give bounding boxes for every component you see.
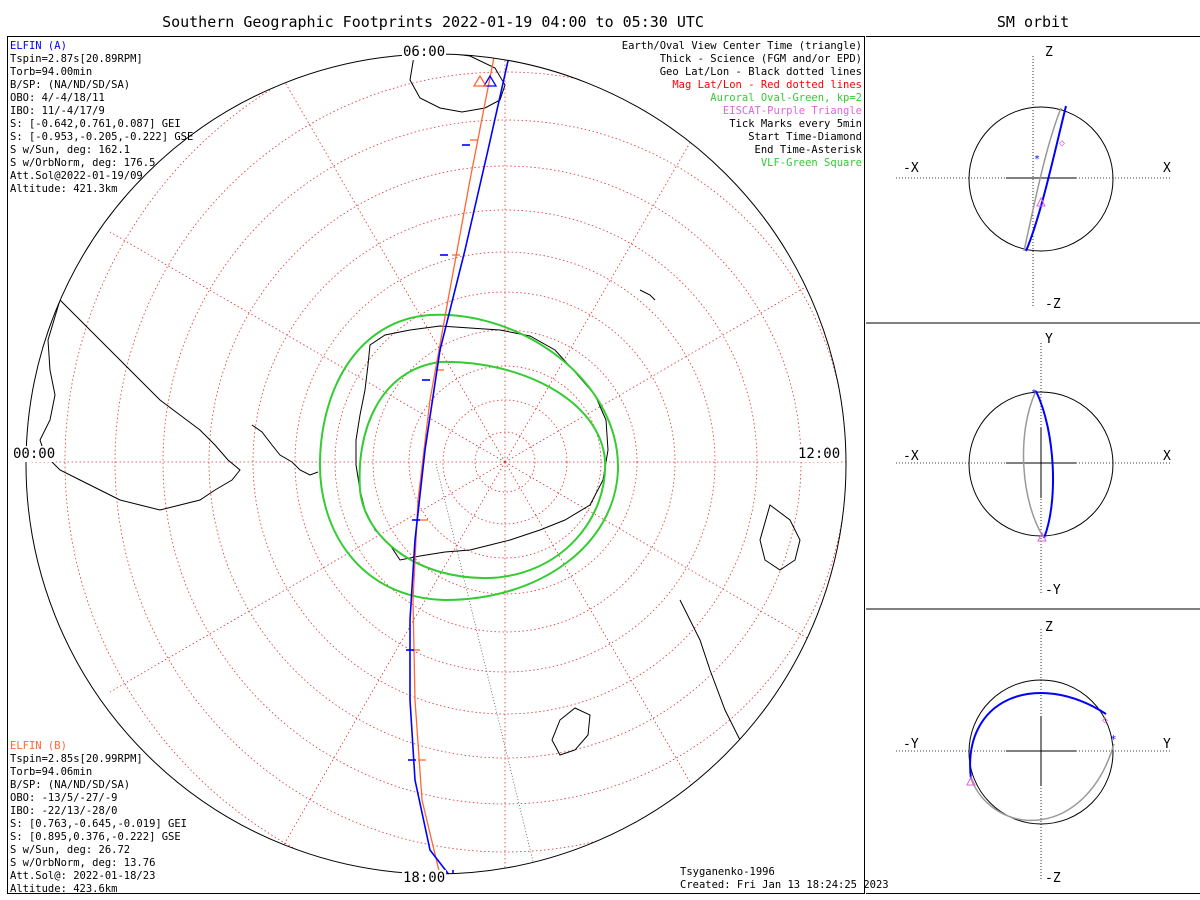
elfin-a-line: S: [-0.642,0.761,0.087] GEI xyxy=(10,118,181,130)
elfin-b-line: S: [0.895,0.376,-0.222] GSE xyxy=(10,831,181,843)
panel2-top-label: Y xyxy=(1045,332,1053,347)
panel1-top-label: Z xyxy=(1045,45,1053,60)
elfin-a-line: S w/OrbNorm, deg: 176.5 xyxy=(10,157,156,169)
hour-label-top: 06:00 xyxy=(402,44,447,60)
legend-item: Start Time-Diamond xyxy=(748,131,862,143)
elfin-b-line: OBO: -13/5/-27/-9 xyxy=(10,792,118,804)
svg-text:◇: ◇ xyxy=(1102,715,1108,726)
elfin-a-line: Altitude: 421.3km xyxy=(10,183,118,195)
main-title: Southern Geographic Footprints 2022-01-1… xyxy=(162,13,704,31)
orbit-panel-yz: ◇ * xyxy=(896,629,1170,879)
elfin-a-name: ELFIN (A) xyxy=(10,40,67,52)
orbit-panel-xy: * xyxy=(896,343,1170,593)
created-timestamp: Created: Fri Jan 13 18:24:25 2023 xyxy=(680,879,889,891)
svg-text:*: * xyxy=(1110,733,1117,746)
elfin-b-line: IBO: -22/13/-28/0 xyxy=(10,805,118,817)
geo-grid xyxy=(435,463,541,874)
panel3-top-label: Z xyxy=(1045,620,1053,635)
legend-item: Auroral Oval-Green, kp=2 xyxy=(710,92,862,104)
elfin-a-line: IBO: 11/-4/17/9 xyxy=(10,105,105,117)
hour-label-left: 00:00 xyxy=(12,446,57,462)
panel1-right-label: X xyxy=(1163,161,1171,176)
orbit-panel-xz: * ◇ xyxy=(896,56,1170,306)
auroral-oval xyxy=(318,313,620,602)
elfin-a-line: Torb=94.00min xyxy=(10,66,93,78)
footprint-map xyxy=(25,53,847,875)
footer: Tsyganenko-1996 Created: Fri Jan 13 18:2… xyxy=(680,866,889,892)
elfin-a-track xyxy=(406,54,511,874)
legend-item: Thick - Science (FGM and/or EPD) xyxy=(659,53,862,65)
panel2-left-label: -X xyxy=(903,449,919,464)
panel1-left-label: -X xyxy=(903,161,919,176)
elfin-b-line: Torb=94.06min xyxy=(10,766,93,778)
elfin-b-line: S w/Sun, deg: 26.72 xyxy=(10,844,131,856)
legend-item: Earth/Oval View Center Time (triangle) xyxy=(621,40,862,52)
elfin-a-line: S: [-0.953,-0.205,-0.222] GSE xyxy=(10,131,194,143)
elfin-b-track xyxy=(412,54,496,874)
elfin-a-info: ELFIN (A) Tspin=2.87s[20.89RPM] Torb=94.… xyxy=(10,40,193,196)
panel3-bottom-label: -Z xyxy=(1045,871,1061,886)
orbit-panels-frame xyxy=(866,36,1200,894)
panel2-bottom-label: -Y xyxy=(1045,583,1061,598)
footprint-plot-frame xyxy=(7,36,865,894)
orbit-title: SM orbit xyxy=(996,13,1070,31)
elfin-b-line: Att.Sol@: 2022-01-18/23 xyxy=(10,870,156,882)
model-name: Tsyganenko-1996 xyxy=(680,866,775,878)
elfin-a-line: S w/Sun, deg: 162.1 xyxy=(10,144,131,156)
hour-label-right: 12:00 xyxy=(797,446,842,462)
legend-item: Mag Lat/Lon - Red dotted lines xyxy=(672,79,862,91)
svg-text:*: * xyxy=(1031,388,1037,399)
panel3-right-label: Y xyxy=(1163,737,1171,752)
panel3-left-label: -Y xyxy=(903,737,919,752)
sm-orbit-panels: * ◇ * ◇ * xyxy=(866,56,1200,879)
panel1-bottom-label: -Z xyxy=(1045,297,1061,312)
view-center-triangles xyxy=(472,74,498,87)
legend: Earth/Oval View Center Time (triangle) T… xyxy=(622,40,862,170)
legend-item: Geo Lat/Lon - Black dotted lines xyxy=(659,66,862,78)
elfin-b-line: Altitude: 423.6km xyxy=(10,883,118,895)
elfin-a-line: Tspin=2.87s[20.89RPM] xyxy=(10,53,143,65)
legend-item: Tick Marks every 5min xyxy=(729,118,862,130)
legend-item: VLF-Green Square xyxy=(760,157,862,169)
legend-item: End Time-Asterisk xyxy=(754,144,862,156)
panel2-right-label: X xyxy=(1163,449,1171,464)
elfin-a-line: B/SP: (NA/ND/SD/SA) xyxy=(10,79,131,91)
svg-text:*: * xyxy=(1034,154,1040,165)
svg-text:◇: ◇ xyxy=(1059,138,1065,149)
elfin-b-line: Tspin=2.85s[20.99RPM] xyxy=(10,753,143,765)
elfin-b-name: ELFIN (B) xyxy=(10,740,67,752)
elfin-a-line: OBO: 4/-4/18/11 xyxy=(10,92,105,104)
elfin-a-line: Att.Sol@2022-01-19/09 xyxy=(10,170,143,182)
elfin-b-line: S w/OrbNorm, deg: 13.76 xyxy=(10,857,156,869)
elfin-b-line: B/SP: (NA/ND/SD/SA) xyxy=(10,779,131,791)
elfin-b-line: S: [0.763,-0.645,-0.019] GEI xyxy=(10,818,188,830)
legend-item: EISCAT-Purple Triangle xyxy=(722,105,862,117)
elfin-b-info: ELFIN (B) Tspin=2.85s[20.99RPM] Torb=94.… xyxy=(10,740,187,896)
hour-label-bottom: 18:00 xyxy=(402,870,447,886)
